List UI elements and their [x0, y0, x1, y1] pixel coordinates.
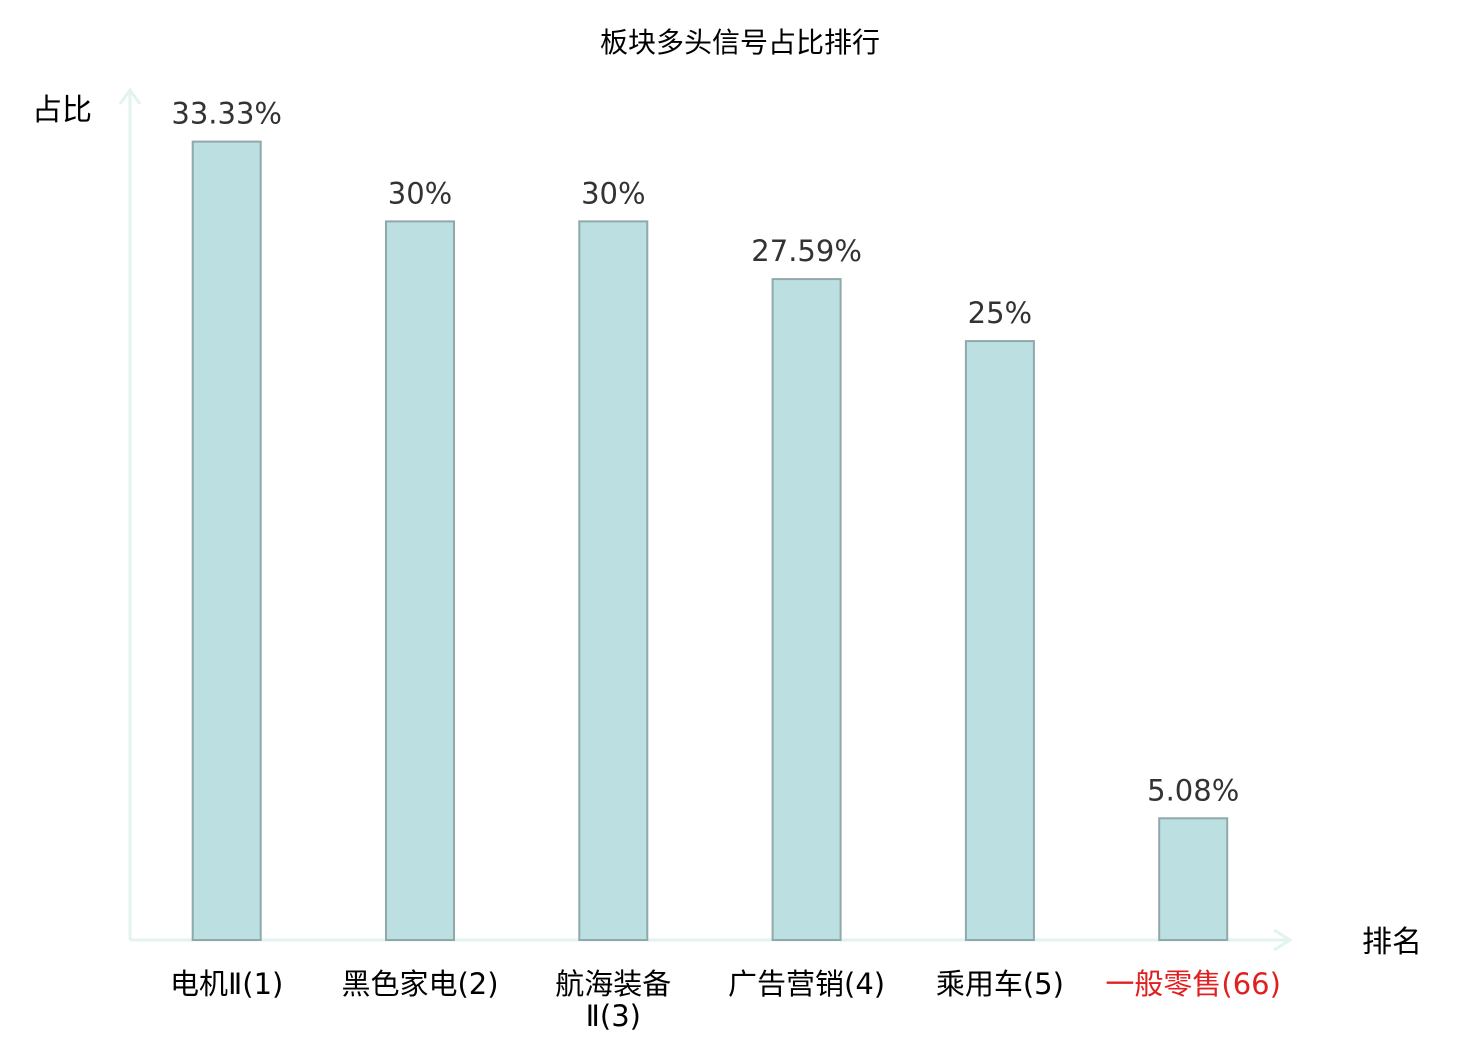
value-label-2: 30%	[388, 176, 452, 210]
category-label-line: 一般零售(66)	[1105, 967, 1281, 1001]
bar-4	[771, 278, 842, 942]
category-label-5: 乘用车(5)	[936, 967, 1064, 1001]
bars-group	[191, 140, 1229, 942]
category-label-line: 航海装备	[555, 967, 671, 1001]
category-label-4: 广告营销(4)	[728, 967, 885, 1001]
category-label-line: 电机Ⅱ(1)	[170, 967, 283, 1001]
chart-title: 板块多头信号占比排行	[600, 26, 880, 59]
value-label-3: 30%	[581, 176, 645, 210]
category-label-1: 电机Ⅱ(1)	[170, 967, 283, 1001]
value-label-1: 33.33%	[171, 97, 282, 131]
value-label-5: 25%	[968, 296, 1032, 330]
bar-3	[578, 220, 649, 941]
bar-5	[964, 340, 1035, 942]
category-label-3: 航海装备 Ⅱ(3)	[555, 967, 671, 1033]
category-label-6: 一般零售(66)	[1105, 967, 1281, 1001]
x-axis	[130, 928, 1293, 952]
category-label-line: 乘用车(5)	[936, 967, 1064, 1001]
category-label-line: Ⅱ(3)	[586, 999, 641, 1033]
category-label-line: 广告营销(4)	[728, 967, 885, 1001]
category-label-line: 黑色家电(2)	[341, 967, 498, 1001]
bar-1	[191, 140, 262, 942]
x-axis-label: 排名	[1362, 925, 1422, 960]
y-axis	[118, 87, 142, 940]
bar-6	[1158, 817, 1229, 941]
value-labels-group: 33.33% 30% 30% 27.59% 25% 5.08%	[171, 97, 1239, 808]
bar-2	[385, 220, 455, 941]
value-label-4: 27.59%	[751, 234, 862, 268]
value-label-6: 5.08%	[1147, 773, 1239, 807]
category-label-2: 黑色家电(2)	[341, 967, 498, 1001]
y-axis-label: 占比	[32, 93, 92, 128]
category-labels-group: 电机Ⅱ(1) 黑色家电(2) 航海装备 Ⅱ(3) 广告营销(4) 乘用车(5) 一般零售(6…	[170, 967, 1281, 1033]
